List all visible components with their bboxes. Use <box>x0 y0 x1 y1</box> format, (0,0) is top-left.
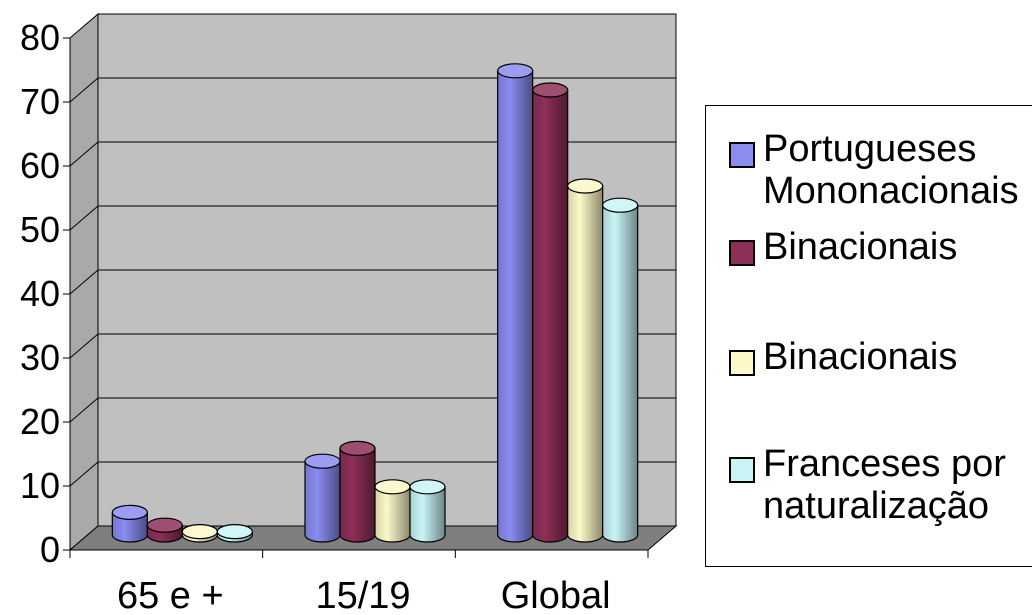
bar-0-1 <box>304 460 341 543</box>
y-tick-label: 30 <box>20 337 60 378</box>
gridline <box>69 269 676 295</box>
bar-top-0-0 <box>111 504 148 521</box>
legend-label-line: Binacionais <box>763 336 958 378</box>
gridline <box>69 205 676 231</box>
bar-top-1-1 <box>339 440 376 456</box>
y-tick-label: 60 <box>20 145 60 186</box>
gridline <box>69 141 676 167</box>
legend-swatch-binacionais-2 <box>729 350 755 376</box>
y-tick-label: 50 <box>20 209 60 250</box>
x-tick-label: Global <box>501 575 611 615</box>
chart-legend: Portugueses Mononacionais Binacionais Bi… <box>705 105 1032 567</box>
y-tick-label: 0 <box>40 529 60 570</box>
legend-label-line: naturalização <box>763 485 990 527</box>
legend-label-line: Portugueses <box>763 128 977 170</box>
legend-swatch-franceses-por-naturalizacao <box>729 457 755 483</box>
bar-3-1 <box>409 486 446 543</box>
y-tick-label: 70 <box>20 81 60 122</box>
y-tick-label: 80 <box>20 17 60 58</box>
bar-top-3-0 <box>216 523 253 540</box>
bar-2-1 <box>374 486 411 543</box>
bar-1-1 <box>339 447 376 543</box>
bar-top-3-1 <box>409 479 446 495</box>
y-tick-label: 20 <box>20 401 60 442</box>
bar-top-2-0 <box>181 523 218 540</box>
bar-2-2 <box>567 185 604 543</box>
y-tick-label: 10 <box>20 465 60 506</box>
legend-label-line: Mononacionais <box>763 170 1019 212</box>
gridline <box>69 461 676 487</box>
legend-item-franceses-por-naturalizacao: Franceses por naturalização <box>729 443 1006 527</box>
gridline <box>69 333 676 359</box>
bar-3-2 <box>602 204 639 543</box>
bar-1-2 <box>532 89 569 543</box>
y-tick-label: 40 <box>20 273 60 314</box>
x-tick-label: 15/19 <box>315 575 410 615</box>
bar-top-2-1 <box>374 479 411 495</box>
bar-top-1-2 <box>532 82 569 98</box>
bar-top-0-1 <box>304 453 341 469</box>
legend-item-binacionais-1: Binacionais <box>729 226 957 268</box>
bar-top-0-2 <box>497 63 534 79</box>
x-tick-label: 65 e + <box>117 575 224 615</box>
legend-item-portugueses-mononacionais: Portugueses Mononacionais <box>729 128 1019 212</box>
bar-top-2-2 <box>567 178 604 194</box>
bar-0-2 <box>497 70 534 543</box>
legend-label-line: Franceses por <box>763 443 1006 485</box>
bar-top-1-0 <box>146 517 183 533</box>
gridline <box>69 397 676 423</box>
legend-swatch-binacionais-1 <box>729 240 755 266</box>
legend-item-binacionais-2: Binacionais <box>729 336 957 378</box>
legend-label-line: Binacionais <box>763 226 958 268</box>
legend-swatch-portugueses-mononacionais <box>729 142 755 168</box>
bar-top-3-2 <box>602 197 639 213</box>
gridline <box>69 77 676 103</box>
